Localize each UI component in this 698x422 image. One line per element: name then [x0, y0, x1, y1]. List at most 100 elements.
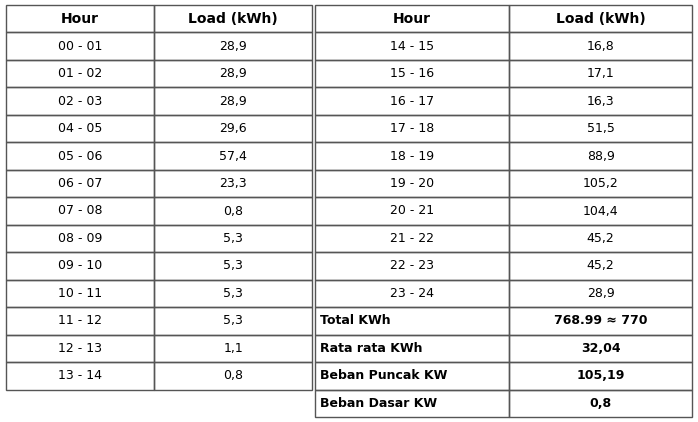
Text: 10 - 11: 10 - 11	[58, 287, 103, 300]
Bar	[154, 252, 312, 280]
Text: 768.99 ≈ 770: 768.99 ≈ 770	[554, 314, 647, 327]
Bar	[315, 362, 509, 390]
Bar	[154, 197, 312, 225]
Text: 14 - 15: 14 - 15	[390, 40, 434, 53]
Text: 105,19: 105,19	[577, 369, 625, 382]
Bar	[6, 32, 154, 60]
Text: 1,1: 1,1	[223, 342, 243, 355]
Bar	[6, 60, 154, 87]
Text: 0,8: 0,8	[223, 205, 243, 217]
Bar	[509, 142, 692, 170]
Bar	[315, 335, 509, 362]
Text: 28,9: 28,9	[219, 40, 247, 53]
Bar	[154, 5, 312, 32]
Text: Rata rata KWh: Rata rata KWh	[320, 342, 422, 355]
Text: 08 - 09: 08 - 09	[58, 232, 103, 245]
Text: 21 - 22: 21 - 22	[390, 232, 434, 245]
Text: 88,9: 88,9	[586, 149, 614, 162]
Bar	[154, 170, 312, 197]
Text: 09 - 10: 09 - 10	[58, 260, 103, 273]
Text: 15 - 16: 15 - 16	[390, 67, 434, 80]
Bar	[6, 115, 154, 142]
Text: 18 - 19: 18 - 19	[390, 149, 434, 162]
Bar	[154, 142, 312, 170]
Text: 5,3: 5,3	[223, 232, 243, 245]
Bar	[315, 225, 509, 252]
Bar	[315, 307, 509, 335]
Bar	[509, 362, 692, 390]
Text: 23,3: 23,3	[219, 177, 247, 190]
Bar	[315, 87, 509, 115]
Text: 07 - 08: 07 - 08	[58, 205, 103, 217]
Text: 20 - 21: 20 - 21	[390, 205, 434, 217]
Bar	[315, 142, 509, 170]
Bar	[6, 5, 154, 32]
Text: 06 - 07: 06 - 07	[58, 177, 103, 190]
Text: 5,3: 5,3	[223, 287, 243, 300]
Text: 17 - 18: 17 - 18	[390, 122, 434, 135]
Text: 45,2: 45,2	[587, 232, 614, 245]
Text: 16,8: 16,8	[587, 40, 614, 53]
Bar	[509, 390, 692, 417]
Text: 5,3: 5,3	[223, 314, 243, 327]
Bar	[509, 115, 692, 142]
Text: 17,1: 17,1	[587, 67, 614, 80]
Bar	[315, 5, 509, 32]
Text: 28,9: 28,9	[219, 67, 247, 80]
Text: Hour: Hour	[61, 12, 99, 26]
Text: 23 - 24: 23 - 24	[390, 287, 434, 300]
Text: 16 - 17: 16 - 17	[390, 95, 434, 108]
Text: 0,8: 0,8	[590, 397, 611, 410]
Bar	[509, 252, 692, 280]
Text: 12 - 13: 12 - 13	[58, 342, 102, 355]
Text: 29,6: 29,6	[219, 122, 247, 135]
Text: Load (kWh): Load (kWh)	[556, 12, 646, 26]
Text: 105,2: 105,2	[583, 177, 618, 190]
Text: Beban Puncak KW: Beban Puncak KW	[320, 369, 447, 382]
Bar	[509, 197, 692, 225]
Bar	[315, 170, 509, 197]
Bar	[6, 197, 154, 225]
Text: Total KWh: Total KWh	[320, 314, 391, 327]
Text: Beban Dasar KW: Beban Dasar KW	[320, 397, 437, 410]
Bar	[315, 280, 509, 307]
Text: 104,4: 104,4	[583, 205, 618, 217]
Bar	[6, 307, 154, 335]
Text: 04 - 05: 04 - 05	[58, 122, 103, 135]
Bar	[154, 307, 312, 335]
Bar	[509, 60, 692, 87]
Bar	[6, 335, 154, 362]
Text: Load (kWh): Load (kWh)	[188, 12, 278, 26]
Bar	[154, 362, 312, 390]
Bar	[509, 32, 692, 60]
Text: 19 - 20: 19 - 20	[390, 177, 434, 190]
Bar	[509, 280, 692, 307]
Text: 28,9: 28,9	[587, 287, 614, 300]
Bar	[6, 225, 154, 252]
Text: 05 - 06: 05 - 06	[58, 149, 103, 162]
Bar	[509, 335, 692, 362]
Bar	[315, 115, 509, 142]
Bar	[509, 5, 692, 32]
Bar	[154, 335, 312, 362]
Bar	[154, 280, 312, 307]
Text: 32,04: 32,04	[581, 342, 621, 355]
Text: 51,5: 51,5	[586, 122, 614, 135]
Text: Hour: Hour	[393, 12, 431, 26]
Bar	[315, 60, 509, 87]
Text: 01 - 02: 01 - 02	[58, 67, 103, 80]
Bar	[154, 60, 312, 87]
Text: 45,2: 45,2	[587, 260, 614, 273]
Text: 16,3: 16,3	[587, 95, 614, 108]
Bar	[6, 142, 154, 170]
Bar	[315, 32, 509, 60]
Bar	[315, 197, 509, 225]
Text: 00 - 01: 00 - 01	[58, 40, 103, 53]
Text: 57,4: 57,4	[219, 149, 247, 162]
Bar	[509, 170, 692, 197]
Text: 5,3: 5,3	[223, 260, 243, 273]
Text: 11 - 12: 11 - 12	[58, 314, 102, 327]
Bar	[6, 362, 154, 390]
Bar	[6, 87, 154, 115]
Bar	[154, 32, 312, 60]
